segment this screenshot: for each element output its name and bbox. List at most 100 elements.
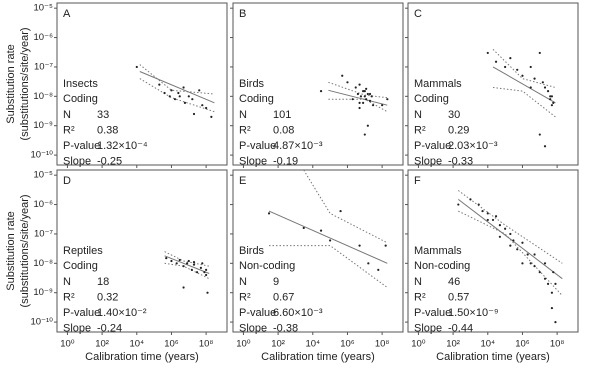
x-tick-label: 10⁸ — [550, 339, 565, 350]
data-point — [183, 101, 187, 104]
panel-frame — [56, 2, 228, 166]
data-point — [384, 244, 387, 247]
data-point — [367, 262, 370, 265]
stat-value: 1.50×10⁻⁹ — [448, 307, 499, 319]
data-point — [486, 218, 489, 222]
data-point — [158, 83, 161, 86]
stat-value: 4.87×10⁻³ — [273, 140, 323, 152]
stat-label: Slope — [239, 322, 267, 334]
x-tick-label: 10⁴ — [129, 339, 144, 350]
data-point — [351, 98, 354, 101]
gene-label: Non-coding — [414, 260, 470, 272]
y-tick-label: 10⁻⁶ — [34, 199, 54, 210]
y-axis-label: Substitution rate — [5, 211, 17, 291]
x-tick-label: 10⁸ — [199, 339, 214, 350]
data-point — [516, 68, 519, 71]
stat-value: -0.33 — [448, 155, 473, 167]
data-point — [319, 229, 323, 232]
plot-area — [135, 64, 215, 118]
data-point — [178, 95, 181, 98]
data-point — [201, 104, 204, 107]
data-point — [205, 106, 208, 110]
data-point — [319, 90, 323, 93]
taxon-label: Birds — [239, 78, 265, 90]
x-tick-label: 10² — [271, 339, 285, 350]
stat-value: 101 — [273, 109, 291, 121]
data-point — [541, 81, 544, 84]
data-point — [363, 90, 366, 93]
data-point — [533, 253, 536, 256]
stat-value: 2.03×10⁻³ — [448, 140, 498, 152]
data-point — [509, 232, 512, 236]
stat-label: R² — [239, 124, 251, 136]
panel-frame — [56, 169, 228, 333]
stat-label: R² — [63, 291, 75, 303]
data-point — [362, 101, 365, 104]
stat-value: 30 — [448, 109, 460, 121]
plot-area — [457, 190, 563, 324]
data-point — [552, 271, 555, 274]
x-tick-label: 10⁶ — [164, 339, 179, 350]
confidence-band — [458, 210, 563, 296]
x-tick-label: 10² — [446, 339, 460, 350]
x-axis-label: Calibration time (years) — [261, 351, 375, 363]
x-tick-label: 10² — [95, 339, 109, 350]
data-point — [346, 81, 349, 84]
stat-label: N — [63, 276, 71, 288]
stat-value: -0.25 — [97, 155, 122, 167]
data-point — [206, 291, 209, 294]
y-axis-label: Substitution rate — [5, 44, 17, 124]
y-tick-label: 10⁻¹⁰ — [30, 150, 53, 161]
data-point — [178, 258, 181, 262]
data-point — [182, 265, 185, 268]
stat-value: 0.32 — [97, 291, 118, 303]
data-point — [546, 90, 550, 93]
x-tick-label: 10⁰ — [60, 339, 75, 350]
y-tick-label: 10⁻⁷ — [34, 61, 54, 72]
stat-value: -0.38 — [273, 322, 298, 334]
data-point — [191, 98, 194, 101]
data-point — [509, 244, 512, 247]
x-tick-label: 10⁸ — [375, 339, 390, 350]
stat-label: Slope — [63, 155, 91, 167]
stat-value: 1.40×10⁻² — [97, 307, 147, 319]
x-axis-label: Calibration time (years) — [85, 351, 199, 363]
data-point — [366, 92, 369, 96]
data-point — [187, 259, 190, 263]
regression-line — [328, 89, 388, 106]
taxon-label: Reptiles — [63, 245, 103, 257]
data-point — [494, 215, 498, 218]
data-point — [546, 282, 550, 285]
data-point — [498, 223, 501, 227]
data-point — [205, 273, 208, 277]
panel-label: F — [414, 175, 421, 187]
panel-label: E — [239, 175, 246, 187]
panel-label: A — [63, 8, 71, 20]
stat-label: N — [63, 109, 71, 121]
data-point — [533, 77, 536, 80]
data-point — [529, 65, 532, 69]
data-point — [195, 271, 199, 274]
data-point — [486, 51, 489, 55]
stat-label: N — [414, 109, 422, 121]
stat-value: 0.57 — [448, 291, 469, 303]
data-point — [370, 95, 373, 98]
data-point — [554, 320, 557, 324]
confidence-band — [164, 251, 210, 267]
confidence-band — [328, 81, 388, 99]
panel-label: C — [414, 8, 422, 20]
y-tick-label: 10⁻¹⁰ — [30, 317, 53, 328]
plot-area — [486, 48, 556, 148]
data-point — [521, 241, 524, 244]
stat-label: Slope — [414, 322, 442, 334]
x-tick-label: 10⁶ — [515, 339, 530, 350]
data-point — [457, 203, 460, 206]
y-tick-label: 10⁻⁹ — [33, 287, 53, 298]
stat-value: -0.19 — [273, 155, 298, 167]
data-point — [543, 262, 547, 265]
stat-label: R² — [414, 291, 426, 303]
y-tick-label: 10⁻⁹ — [33, 120, 53, 131]
taxon-label: Mammals — [414, 245, 462, 257]
data-point — [521, 262, 524, 265]
stat-value: 1.32×10⁻⁴ — [97, 140, 148, 152]
